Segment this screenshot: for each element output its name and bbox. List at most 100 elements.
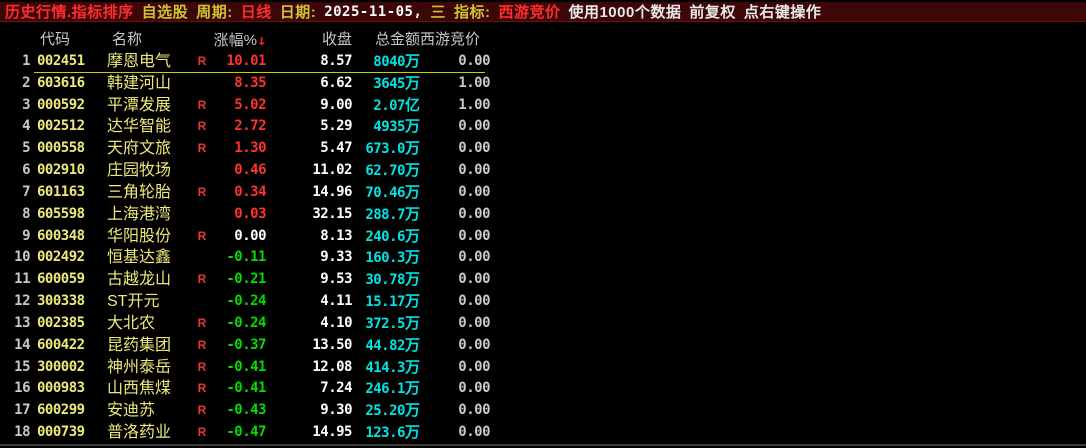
column-header-name[interactable]: 名称 bbox=[112, 31, 143, 48]
column-header-code[interactable]: 代码 bbox=[40, 31, 71, 48]
toolbar: 历史行情.指标排序 自选股 周期: 日线 日期: 2025-11-05, 三指标: 西游竞价使… bbox=[0, 2, 1086, 22]
cell-close: 9.53 bbox=[320, 271, 352, 288]
cell-name: 普洛药业 bbox=[107, 424, 172, 442]
table-row[interactable]: 4 002512 达华智能 R 2.72 5.29 4935万 0.00 bbox=[0, 116, 500, 138]
cell-code: 300338 bbox=[37, 293, 85, 310]
cell-code: 000592 bbox=[37, 96, 85, 113]
indicator-label[interactable]: 指标: bbox=[453, 4, 491, 21]
row-index: 18 bbox=[14, 424, 30, 441]
cell-amount: 240.6万 bbox=[365, 227, 420, 245]
row-index: 5 bbox=[22, 140, 30, 157]
table-row[interactable]: 17 600299 安迪苏 R -0.43 9.30 25.20万 0.00 bbox=[0, 400, 500, 422]
cell-code: 600059 bbox=[37, 271, 85, 288]
cell-change: -0.24 bbox=[226, 314, 266, 331]
table-row[interactable]: 7 601163 三角轮胎 R 0.34 14.96 70.46万 0.00 bbox=[0, 182, 500, 204]
table-row[interactable]: 16 000983 山西焦煤 R -0.41 7.24 246.1万 0.00 bbox=[0, 378, 500, 400]
cell-name: 昆药集团 bbox=[107, 336, 172, 354]
table-row[interactable]: 2 603616 韩建河山 8.35 6.62 3645万 1.00 bbox=[0, 73, 500, 95]
cell-code: 002512 bbox=[37, 118, 85, 135]
amount-unit: 万 bbox=[404, 205, 420, 223]
cell-bid: 0.00 bbox=[458, 380, 490, 397]
data-count-status: 使用1000个数据 bbox=[568, 4, 682, 21]
table-row[interactable]: 12 300338 ST开元 -0.24 4.11 15.17万 0.00 bbox=[0, 291, 500, 313]
row-index: 9 bbox=[22, 227, 30, 244]
table-row[interactable]: 18 000739 普洛药业 R -0.47 14.95 123.6万 0.00 bbox=[0, 422, 500, 444]
cell-amount: 288.7万 bbox=[365, 205, 420, 223]
row-index: 8 bbox=[22, 205, 30, 222]
row-index: 11 bbox=[14, 271, 30, 288]
r-badge: R bbox=[197, 425, 207, 440]
table-row[interactable]: 5 000558 天府文旅 R 1.30 5.47 673.0万 0.00 bbox=[0, 138, 500, 160]
cell-amount: 372.5万 bbox=[365, 314, 420, 332]
amount-unit: 万 bbox=[404, 293, 420, 311]
period-label[interactable]: 周期: bbox=[196, 4, 233, 21]
cell-amount: 70.46万 bbox=[365, 183, 420, 201]
column-header-change[interactable]: 涨幅%↓ bbox=[213, 31, 266, 49]
cell-bid: 1.00 bbox=[458, 74, 490, 91]
table-row[interactable]: 3 000592 平潭发展 R 5.02 9.00 2.07亿 1.00 bbox=[0, 95, 500, 117]
amount-unit: 万 bbox=[404, 227, 420, 245]
table-row[interactable]: 11 600059 古越龙山 R -0.21 9.53 30.78万 0.00 bbox=[0, 269, 500, 291]
cell-code: 300002 bbox=[37, 358, 85, 375]
amount-unit: 万 bbox=[404, 402, 420, 420]
cell-close: 9.00 bbox=[320, 96, 352, 113]
cell-code: 601163 bbox=[37, 183, 85, 200]
table-row[interactable]: 14 600422 昆药集团 R -0.37 13.50 44.82万 0.00 bbox=[0, 335, 500, 357]
cell-change: 0.00 bbox=[234, 227, 266, 244]
header-spacer-r bbox=[192, 29, 212, 51]
cell-close: 4.11 bbox=[320, 293, 352, 310]
cell-change: -0.41 bbox=[226, 358, 266, 375]
r-badge: R bbox=[197, 272, 207, 287]
cell-close: 9.30 bbox=[320, 402, 352, 419]
table-row[interactable]: 9 600348 华阳股份 R 0.00 8.13 240.6万 0.00 bbox=[0, 226, 500, 248]
amount-unit: 万 bbox=[404, 249, 420, 267]
table-row[interactable]: 1 002451 摩恩电气 R 10.01 8.57 8040万 0.00 bbox=[0, 51, 500, 73]
cell-name: 韩建河山 bbox=[107, 74, 172, 92]
table-row[interactable]: 8 605598 上海港湾 0.03 32.15 288.7万 0.00 bbox=[0, 204, 500, 226]
bottom-separator bbox=[0, 444, 1086, 446]
column-header-bid[interactable]: 西游竞价 bbox=[420, 31, 481, 48]
cell-bid: 0.00 bbox=[458, 118, 490, 135]
r-badge: R bbox=[197, 315, 207, 330]
cell-bid: 0.00 bbox=[458, 249, 490, 266]
r-badge bbox=[192, 160, 212, 182]
row-index: 15 bbox=[14, 358, 30, 375]
table-row[interactable]: 15 300002 神州泰岳 R -0.41 12.08 414.3万 0.00 bbox=[0, 357, 500, 379]
cell-name: 华阳股份 bbox=[107, 227, 172, 245]
period-value[interactable]: 日线 bbox=[240, 4, 272, 21]
amount-unit: 万 bbox=[404, 162, 420, 180]
cell-amount: 246.1万 bbox=[365, 380, 420, 398]
cell-code: 600348 bbox=[37, 227, 85, 244]
cell-change: 10.01 bbox=[226, 53, 266, 69]
cell-bid: 0.00 bbox=[458, 140, 490, 157]
cell-amount: 15.17万 bbox=[365, 293, 420, 311]
table-row[interactable]: 10 002492 恒基达鑫 -0.11 9.33 160.3万 0.00 bbox=[0, 247, 500, 269]
cell-code: 002492 bbox=[37, 249, 85, 266]
cell-code: 002910 bbox=[37, 162, 85, 179]
amount-unit: 万 bbox=[404, 336, 420, 354]
column-header-amount[interactable]: 总金额 bbox=[374, 31, 420, 48]
cell-change: 5.02 bbox=[234, 96, 266, 113]
row-index: 6 bbox=[22, 162, 30, 179]
date-value[interactable]: 2025-11-05, bbox=[324, 3, 423, 20]
cell-code: 600422 bbox=[37, 336, 85, 353]
watchlist-button[interactable]: 自选股 bbox=[141, 4, 189, 21]
amount-unit: 万 bbox=[404, 271, 420, 289]
table-row[interactable]: 13 002385 大北农 R -0.24 4.10 372.5万 0.00 bbox=[0, 313, 500, 335]
row-index: 3 bbox=[22, 96, 30, 113]
cell-code: 000558 bbox=[37, 140, 85, 157]
r-badge bbox=[192, 247, 212, 269]
date-label[interactable]: 日期: bbox=[279, 4, 317, 21]
cell-change: 0.46 bbox=[234, 162, 266, 179]
indicator-value[interactable]: 西游竞价 bbox=[498, 4, 561, 21]
amount-unit: 万 bbox=[404, 140, 420, 158]
table-row[interactable]: 6 002910 庄园牧场 0.46 11.02 62.70万 0.00 bbox=[0, 160, 500, 182]
cell-bid: 0.00 bbox=[458, 293, 490, 310]
column-header-close[interactable]: 收盘 bbox=[321, 31, 352, 48]
cell-close: 5.29 bbox=[320, 118, 352, 135]
row-index: 4 bbox=[22, 118, 30, 135]
adjust-mode[interactable]: 前复权 bbox=[689, 4, 736, 21]
cell-amount: 62.70万 bbox=[365, 162, 420, 180]
cell-close: 13.50 bbox=[312, 336, 352, 353]
cell-bid: 0.00 bbox=[458, 314, 490, 331]
